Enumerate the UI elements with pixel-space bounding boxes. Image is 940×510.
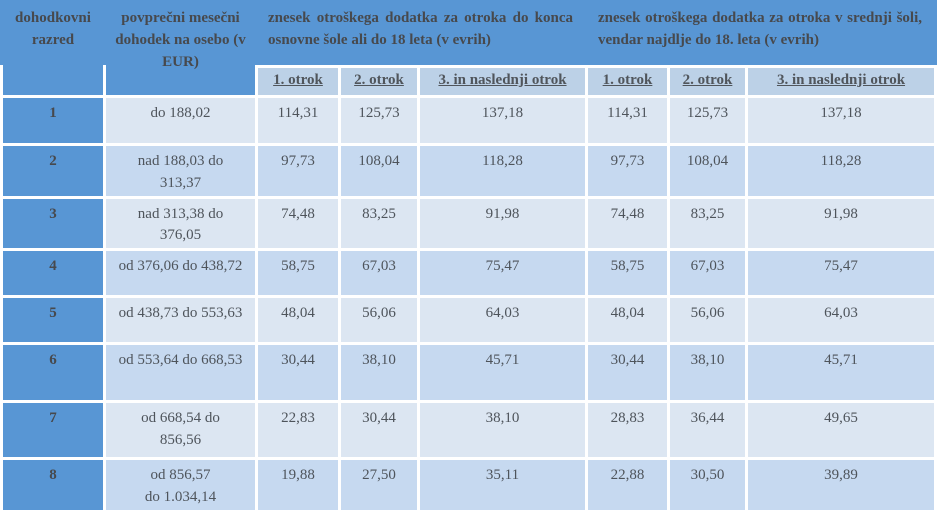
subheader-secondary-child-3plus: 3. in naslednji otrok <box>748 68 934 95</box>
header-group-primary-school: znesek otroškega dodatka za otroka do ko… <box>258 3 585 65</box>
header-income-class: dohodkovni razred <box>3 3 103 95</box>
allowance-primary-cell: 97,73 <box>258 146 338 196</box>
table-row: 3 nad 313,38 do 376,05 74,48 83,25 91,98… <box>3 198 934 248</box>
allowance-secondary-cell: 36,44 <box>670 403 745 457</box>
income-range-cell: od 376,06 do 438,72 <box>106 251 255 295</box>
allowance-primary-cell: 108,04 <box>341 146 417 196</box>
income-range-cell: od 668,54 do 856,56 <box>106 403 255 457</box>
income-class-cell: 5 <box>3 298 103 342</box>
allowance-primary-cell: 56,06 <box>341 298 417 342</box>
allowance-secondary-cell: 30,44 <box>588 345 667 400</box>
subheader-secondary-child-2: 2. otrok <box>670 68 745 95</box>
allowance-primary-cell: 30,44 <box>258 345 338 400</box>
allowance-primary-cell: 30,44 <box>341 403 417 457</box>
allowance-secondary-cell: 48,04 <box>588 298 667 342</box>
allowance-primary-cell: 45,71 <box>420 345 585 400</box>
table-row: 2 nad 188,03 do 313,37 97,73 108,04 118,… <box>3 146 934 196</box>
subheader-primary-child-1: 1. otrok <box>258 68 338 95</box>
income-class-cell: 2 <box>3 146 103 196</box>
allowance-secondary-cell: 118,28 <box>748 146 934 196</box>
allowance-primary-cell: 91,98 <box>420 198 585 248</box>
income-class-cell: 8 <box>3 460 103 510</box>
table-row: 7 od 668,54 do 856,56 22,83 30,44 38,10 … <box>3 403 934 457</box>
allowance-secondary-cell: 30,50 <box>670 460 745 510</box>
allowance-primary-cell: 137,18 <box>420 98 585 143</box>
allowance-primary-cell: 48,04 <box>258 298 338 342</box>
subheader-secondary-child-1-label: 1. otrok <box>602 72 653 89</box>
allowance-primary-cell: 118,28 <box>420 146 585 196</box>
subheader-primary-child-1-label: 1. otrok <box>273 72 323 89</box>
income-class-cell: 3 <box>3 198 103 248</box>
subheader-primary-child-3plus-label: 3. in naslednji otrok <box>438 72 567 89</box>
allowance-primary-cell: 67,03 <box>341 251 417 295</box>
subheader-secondary-child-3plus-label: 3. in naslednji otrok <box>776 72 906 89</box>
allowance-secondary-cell: 22,88 <box>588 460 667 510</box>
allowance-primary-cell: 38,10 <box>341 345 417 400</box>
allowance-primary-cell: 19,88 <box>258 460 338 510</box>
allowance-secondary-cell: 45,71 <box>748 345 934 400</box>
allowance-secondary-cell: 97,73 <box>588 146 667 196</box>
allowance-secondary-cell: 75,47 <box>748 251 934 295</box>
table-row: 6 od 553,64 do 668,53 30,44 38,10 45,71 … <box>3 345 934 400</box>
allowance-secondary-cell: 67,03 <box>670 251 745 295</box>
allowance-secondary-cell: 58,75 <box>588 251 667 295</box>
income-range-cell: od 438,73 do 553,63 <box>106 298 255 342</box>
subheader-primary-child-3plus: 3. in naslednji otrok <box>420 68 585 95</box>
allowance-primary-cell: 35,11 <box>420 460 585 510</box>
allowance-secondary-cell: 39,89 <box>748 460 934 510</box>
subheader-secondary-child-2-label: 2. otrok <box>682 72 733 89</box>
income-range-cell: nad 188,03 do 313,37 <box>106 146 255 196</box>
income-class-cell: 7 <box>3 403 103 457</box>
allowance-primary-cell: 38,10 <box>420 403 585 457</box>
income-range-cell: od 856,57 do 1.034,14 <box>106 460 255 510</box>
subheader-primary-child-2-label: 2. otrok <box>354 72 404 89</box>
allowance-secondary-cell: 83,25 <box>670 198 745 248</box>
header-avg-income: povprečni mesečni dohodek na osebo (v EU… <box>106 3 255 95</box>
income-range-cell: do 188,02 <box>106 98 255 143</box>
allowance-secondary-cell: 64,03 <box>748 298 934 342</box>
allowance-secondary-cell: 108,04 <box>670 146 745 196</box>
allowance-primary-cell: 75,47 <box>420 251 585 295</box>
allowance-primary-cell: 27,50 <box>341 460 417 510</box>
subheader-primary-child-2: 2. otrok <box>341 68 417 95</box>
table-row: 8 od 856,57 do 1.034,14 19,88 27,50 35,1… <box>3 460 934 510</box>
allowance-secondary-cell: 74,48 <box>588 198 667 248</box>
allowance-primary-cell: 58,75 <box>258 251 338 295</box>
table-row: 1 do 188,02 114,31 125,73 137,18 114,31 … <box>3 98 934 143</box>
allowance-primary-cell: 125,73 <box>341 98 417 143</box>
income-class-cell: 6 <box>3 345 103 400</box>
allowance-primary-cell: 22,83 <box>258 403 338 457</box>
allowance-secondary-cell: 125,73 <box>670 98 745 143</box>
income-range-cell: nad 313,38 do 376,05 <box>106 198 255 248</box>
table-row: 5 od 438,73 do 553,63 48,04 56,06 64,03 … <box>3 298 934 342</box>
allowance-secondary-cell: 38,10 <box>670 345 745 400</box>
allowance-secondary-cell: 49,65 <box>748 403 934 457</box>
allowance-secondary-cell: 114,31 <box>588 98 667 143</box>
allowance-primary-cell: 74,48 <box>258 198 338 248</box>
allowance-primary-cell: 83,25 <box>341 198 417 248</box>
income-class-cell: 4 <box>3 251 103 295</box>
allowance-secondary-cell: 28,83 <box>588 403 667 457</box>
allowance-primary-cell: 114,31 <box>258 98 338 143</box>
allowance-secondary-cell: 91,98 <box>748 198 934 248</box>
income-class-cell: 1 <box>3 98 103 143</box>
allowance-primary-cell: 64,03 <box>420 298 585 342</box>
subheader-secondary-child-1: 1. otrok <box>588 68 667 95</box>
table-row: 4 od 376,06 do 438,72 58,75 67,03 75,47 … <box>3 251 934 295</box>
income-range-cell: od 553,64 do 668,53 <box>106 345 255 400</box>
allowance-secondary-cell: 137,18 <box>748 98 934 143</box>
header-group-secondary-school: znesek otroškega dodatka za otroka v sre… <box>588 3 934 65</box>
allowance-secondary-cell: 56,06 <box>670 298 745 342</box>
